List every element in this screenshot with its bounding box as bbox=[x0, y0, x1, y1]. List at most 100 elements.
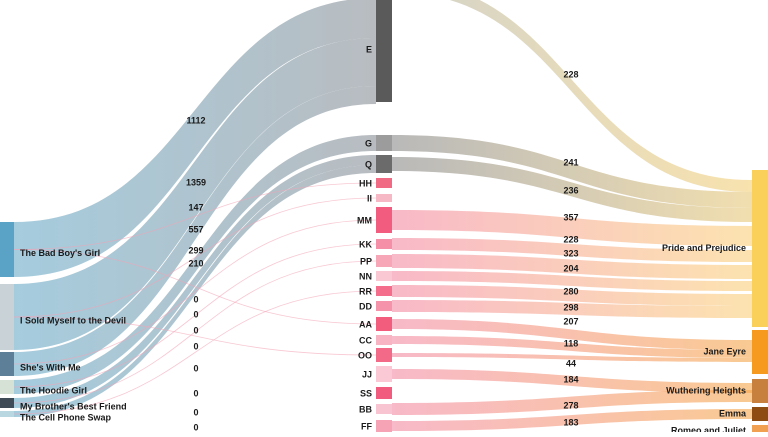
middle-node-CC bbox=[376, 335, 392, 345]
left-node-label: The Hoodie Girl bbox=[20, 385, 87, 395]
left-node-thg bbox=[0, 380, 14, 394]
right-link-value: 298 bbox=[563, 302, 578, 312]
middle-node-KK bbox=[376, 239, 392, 249]
middle-node-II bbox=[376, 194, 392, 202]
left-link-value: 299 bbox=[188, 245, 203, 255]
right-link-Q-PNP bbox=[392, 157, 752, 222]
right-link-KK-PNP bbox=[392, 238, 752, 262]
left-link-value: 0 bbox=[193, 388, 198, 398]
left-link-value: 0 bbox=[193, 325, 198, 335]
right-link-AA-JE bbox=[392, 319, 752, 350]
middle-node-label: II bbox=[367, 193, 372, 203]
middle-node-E bbox=[376, 0, 392, 102]
middle-node-MM bbox=[376, 207, 392, 233]
left-link-ism bbox=[14, 38, 376, 350]
right-link-value: 118 bbox=[564, 338, 579, 348]
middle-node-label: G bbox=[365, 138, 372, 148]
middle-node-JJ bbox=[376, 366, 392, 382]
left-link-zero bbox=[13, 243, 377, 388]
right-link-MM-PNP bbox=[392, 210, 752, 246]
left-node-swm bbox=[0, 352, 14, 376]
right-link-value: 323 bbox=[563, 248, 578, 258]
left-link-zero bbox=[13, 290, 377, 415]
left-link-zero bbox=[13, 260, 377, 404]
right-link-value: 207 bbox=[563, 316, 578, 326]
right-link-G-PNP bbox=[392, 135, 752, 208]
middle-node-label: RR bbox=[359, 286, 372, 296]
left-link-zero bbox=[13, 182, 377, 250]
left-link-zero bbox=[13, 197, 377, 318]
middle-node-label: MM bbox=[357, 215, 372, 225]
left-link-value: 557 bbox=[188, 224, 203, 234]
middle-node-label: KK bbox=[359, 239, 372, 249]
right-link-value: 184 bbox=[563, 374, 578, 384]
left-link-zero bbox=[13, 316, 377, 356]
right-link-BB-WH bbox=[392, 390, 752, 415]
middle-node-label: FF bbox=[361, 421, 372, 431]
middle-node-NN bbox=[376, 271, 392, 281]
middle-node-label: BB bbox=[359, 404, 372, 414]
left-link-value: 210 bbox=[188, 258, 203, 268]
right-link-PP-PNP bbox=[392, 254, 752, 279]
middle-node-DD bbox=[376, 301, 392, 311]
right-link-CC-JE bbox=[392, 336, 752, 358]
left-node-label: I Sold Myself to the Devil bbox=[20, 315, 126, 325]
middle-node-label: HH bbox=[359, 178, 372, 188]
left-node-ism bbox=[0, 284, 14, 350]
right-node-EM bbox=[752, 407, 768, 421]
middle-node-label: CC bbox=[359, 335, 372, 345]
right-link-value: 204 bbox=[563, 263, 578, 273]
right-link-value: 183 bbox=[563, 417, 578, 427]
right-link-value: 278 bbox=[563, 400, 578, 410]
right-link-JJ-WH bbox=[392, 369, 752, 393]
middle-node-FF bbox=[376, 420, 392, 432]
right-link-NN-PNP bbox=[392, 271, 752, 291]
middle-node-label: SS bbox=[360, 388, 372, 398]
right-link-OO-JE bbox=[392, 353, 752, 362]
middle-node-Q bbox=[376, 155, 392, 173]
left-link-zero bbox=[13, 249, 377, 325]
right-link-value: 44 bbox=[566, 358, 576, 368]
middle-node-label: NN bbox=[359, 271, 372, 281]
middle-node-OO bbox=[376, 348, 392, 362]
right-node-label: Jane Eyre bbox=[703, 346, 746, 356]
left-node-mbf bbox=[0, 398, 14, 408]
middle-node-HH bbox=[376, 178, 392, 188]
left-node-bbg bbox=[0, 222, 14, 277]
right-link-value: 228 bbox=[563, 234, 578, 244]
right-node-label: Emma bbox=[719, 408, 747, 418]
middle-node-label: AA bbox=[359, 319, 372, 329]
middle-node-label: E bbox=[366, 44, 372, 54]
left-link-value: 0 bbox=[193, 309, 198, 319]
middle-node-AA bbox=[376, 317, 392, 331]
middle-node-PP bbox=[376, 255, 392, 267]
left-link-value: 1359 bbox=[186, 177, 206, 187]
middle-node-label: OO bbox=[358, 350, 372, 360]
left-node-label: My Brother's Best Friend bbox=[20, 401, 127, 411]
middle-node-RR bbox=[376, 286, 392, 296]
left-node-label: The Cell Phone Swap bbox=[20, 412, 112, 422]
middle-node-label: JJ bbox=[362, 369, 372, 379]
right-node-label: Wuthering Heights bbox=[666, 385, 746, 395]
left-link-value: 147 bbox=[188, 202, 203, 212]
middle-node-label: PP bbox=[360, 256, 372, 266]
right-node-label: Pride and Prejudice bbox=[662, 243, 746, 253]
right-node-RJ bbox=[752, 425, 768, 437]
right-link-value: 236 bbox=[563, 185, 578, 195]
left-link-zero bbox=[13, 219, 377, 365]
left-link-bbg bbox=[14, 0, 376, 277]
right-link-value: 228 bbox=[563, 69, 578, 79]
left-link-value: 0 bbox=[193, 341, 198, 351]
middle-node-G bbox=[376, 135, 392, 151]
right-node-PNP bbox=[752, 170, 768, 327]
left-node-label: The Bad Boy's Girl bbox=[20, 248, 100, 258]
left-link-value: 1112 bbox=[186, 115, 205, 125]
right-node-WH bbox=[752, 379, 768, 403]
left-link-mbf bbox=[14, 155, 376, 408]
middle-node-label: Q bbox=[365, 159, 372, 169]
right-link-DD-PNP bbox=[392, 300, 752, 318]
left-link-value: 0 bbox=[193, 363, 198, 373]
middle-node-label: DD bbox=[359, 301, 372, 311]
